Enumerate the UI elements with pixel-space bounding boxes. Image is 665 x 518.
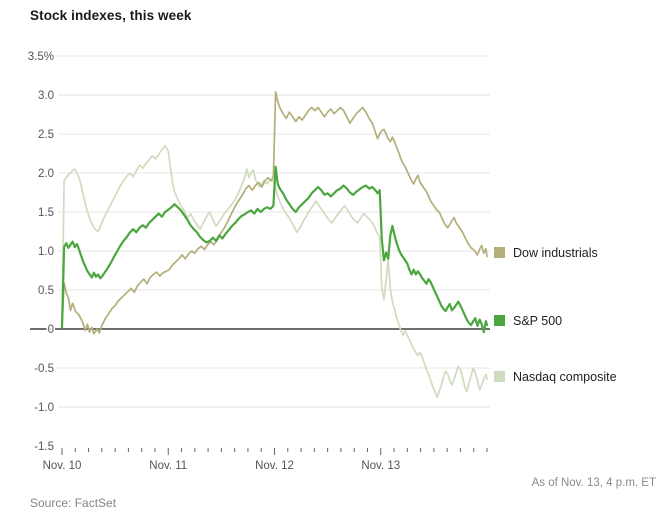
x-axis-label: Nov. 11 <box>149 460 187 472</box>
y-axis-label: 2.5 <box>38 129 54 141</box>
legend-label-nasdaq: Nasdaq composite <box>513 370 617 384</box>
y-axis-label: -1.5 <box>34 441 54 453</box>
legend-item-sp500: S&P 500 <box>494 314 562 328</box>
series-line-dow-industrials <box>61 91 488 335</box>
source-credit: Source: FactSet <box>30 496 117 510</box>
dow-industrials-swatch-icon <box>494 247 505 258</box>
legend-label-sp500: S&P 500 <box>513 314 563 328</box>
chart-title: Stock indexes, this week <box>30 8 192 23</box>
x-axis-label: Nov. 13 <box>361 460 400 472</box>
legend-item-nasdaq: Nasdaq composite <box>494 370 617 384</box>
as-of-timestamp: As of Nov. 13, 4 p.m. ET <box>531 477 656 489</box>
y-axis-label: 3.5% <box>28 51 54 63</box>
x-axis-label: Nov. 10 <box>43 460 82 472</box>
y-axis-label: -1.0 <box>34 402 54 414</box>
y-axis-label: 0 <box>48 324 54 336</box>
legend-label-dow-industrials: Dow industrials <box>513 246 598 260</box>
y-axis-label: 1.0 <box>38 246 54 258</box>
y-axis-label: -0.5 <box>34 363 54 375</box>
y-axis-label: 3.0 <box>38 90 54 102</box>
sp500-swatch-icon <box>494 315 505 326</box>
nasdaq-swatch-icon <box>494 371 505 382</box>
y-axis-label: 1.5 <box>38 207 54 219</box>
legend-item-dow-industrials: Dow industrials <box>494 246 598 260</box>
y-axis-label: 2.0 <box>38 168 54 180</box>
x-axis-label: Nov. 12 <box>255 460 294 472</box>
series-line-nasdaq-composite <box>61 144 488 398</box>
series-line-s-p-500 <box>60 165 489 334</box>
y-axis-label: 0.5 <box>38 285 54 297</box>
